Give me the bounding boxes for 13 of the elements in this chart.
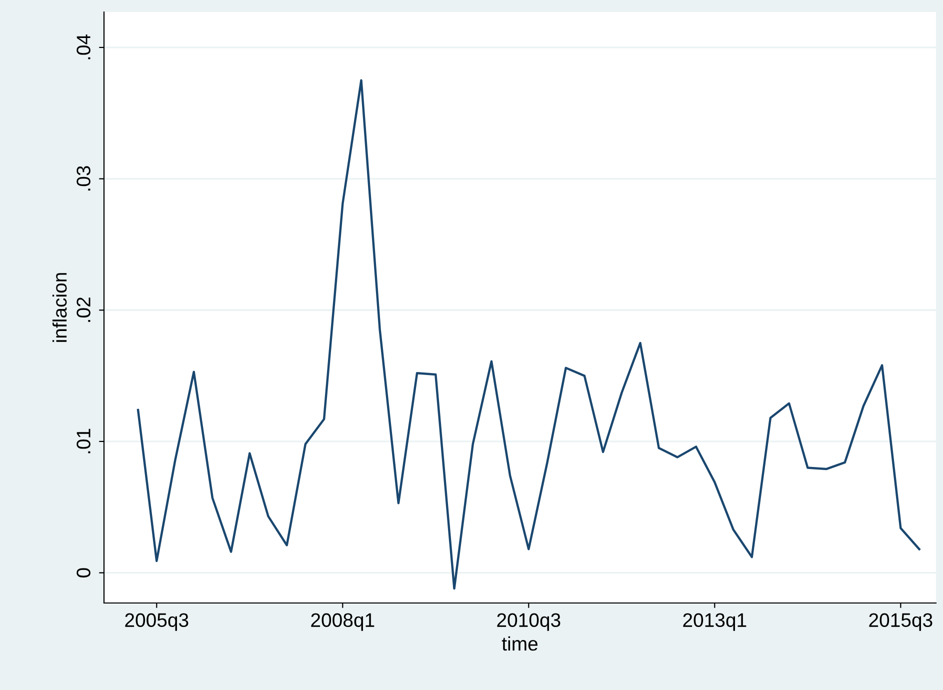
x-tick-label: 2013q1 xyxy=(683,613,746,631)
x-tick-label: 2005q3 xyxy=(125,613,188,631)
x-tick-label: 2010q3 xyxy=(497,613,560,631)
y-tick-label: .04 xyxy=(76,34,90,60)
y-tick-label: .03 xyxy=(76,166,90,191)
y-tick-label: 0 xyxy=(76,568,90,578)
y-tick-label: .01 xyxy=(76,428,90,454)
x-tick-label: 2015q3 xyxy=(869,613,932,631)
y-tick-label: .02 xyxy=(76,298,90,322)
y-axis-title: inflacion xyxy=(52,273,67,342)
x-axis-title: time xyxy=(502,636,538,651)
x-tick-label: 2008q1 xyxy=(311,613,374,631)
line-series xyxy=(136,79,920,590)
